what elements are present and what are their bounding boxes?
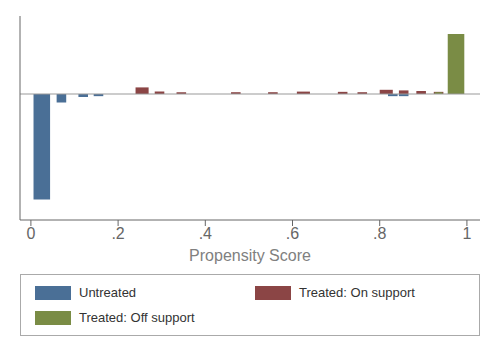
svg-text:Propensity Score: Propensity Score bbox=[189, 247, 311, 264]
svg-text:0: 0 bbox=[26, 225, 35, 242]
html-text:Treated: On support: Treated: On support bbox=[299, 285, 415, 300]
svg-text:.4: .4 bbox=[199, 225, 212, 242]
html-text:Untreated: Untreated bbox=[79, 285, 137, 300]
svg-text:.8: .8 bbox=[373, 225, 386, 242]
html-text:Treated: Off support: Treated: Off support bbox=[79, 310, 195, 325]
svg-text:.2: .2 bbox=[111, 225, 124, 242]
svg-text:.6: .6 bbox=[286, 225, 299, 242]
svg-text:1: 1 bbox=[462, 225, 471, 242]
